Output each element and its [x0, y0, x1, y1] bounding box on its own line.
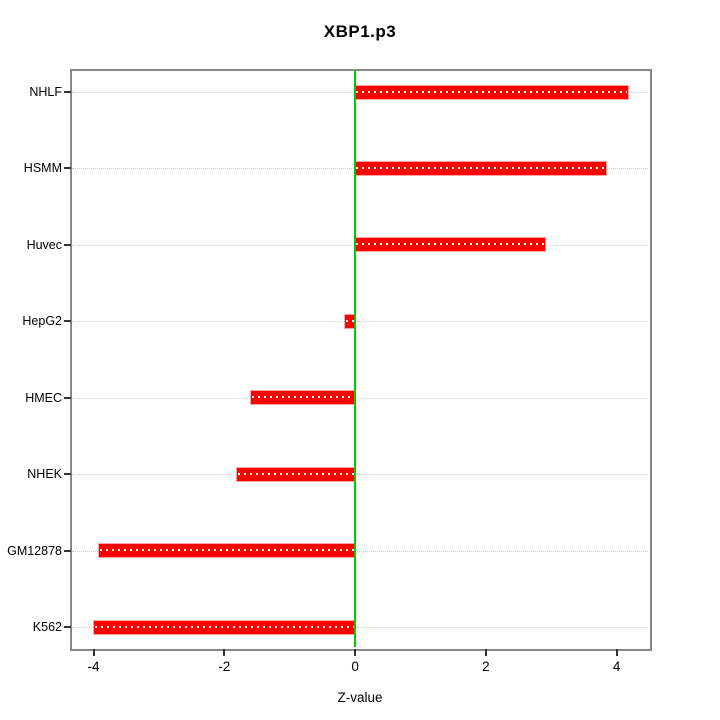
bar-center-dotted-line: [95, 625, 355, 628]
x-tick-label--2: -2: [218, 659, 231, 674]
y-axis-label-k562: K562: [32, 620, 62, 634]
gridline-nhek: [72, 474, 648, 476]
y-tick-hmec: [64, 396, 71, 399]
gridline-hepg2: [72, 321, 648, 323]
y-axis-label-hepg2: HepG2: [22, 314, 62, 329]
bar-hsmm: [355, 161, 607, 175]
bar-huvec: [355, 238, 546, 252]
bar-center-dotted-line: [356, 166, 606, 169]
bar-center-dotted-line: [346, 319, 355, 322]
y-axis-label-hmec: HMEC: [25, 390, 62, 405]
y-tick-hepg2: [64, 320, 71, 323]
bar-hmec: [251, 391, 356, 405]
x-tick-label--4: -4: [87, 659, 100, 674]
y-axis-label-gm12878: GM12878: [7, 543, 62, 558]
gridline-k562: [72, 627, 648, 628]
bar-gm12878: [98, 544, 356, 558]
bar-center-dotted-line: [356, 243, 545, 246]
x-tick-label-2: 2: [482, 659, 490, 674]
bar-nhek: [236, 467, 356, 481]
y-tick-nhek: [64, 473, 71, 476]
bar-center-dotted-line: [356, 90, 627, 93]
gridline-gm12878: [72, 550, 648, 552]
plot-inner: [72, 71, 648, 647]
x-tick-2: [484, 649, 487, 656]
x-tick-4: [615, 649, 618, 656]
bar-center-dotted-line: [252, 396, 355, 399]
y-tick-k562: [64, 626, 71, 628]
y-axis-label-huvec: Huvec: [26, 237, 62, 252]
bar-center-dotted-line: [99, 549, 355, 552]
bar-k562: [94, 620, 356, 634]
y-axis-label-nhek: NHEK: [27, 467, 62, 482]
zero-reference-line: [354, 71, 357, 647]
y-axis-label-nhlf: NHLF: [29, 85, 62, 99]
y-tick-gm12878: [64, 549, 71, 552]
y-tick-nhlf: [64, 91, 71, 93]
x-axis-title: Z-value: [337, 690, 383, 705]
chart-title: XBP1.p3: [323, 22, 397, 41]
x-tick-label-0: 0: [351, 659, 359, 674]
x-tick--2: [223, 649, 226, 656]
bar-hepg2: [345, 314, 356, 328]
bar-nhlf: [355, 85, 628, 99]
x-tick-label-4: 4: [612, 659, 621, 674]
y-axis-label-hsmm: HSMM: [23, 161, 62, 176]
plot-area: [70, 69, 652, 651]
gridline-hmec: [72, 397, 648, 399]
y-tick-hsmm: [64, 167, 71, 170]
x-tick-0: [354, 649, 357, 656]
y-tick-huvec: [64, 243, 71, 246]
x-tick--4: [92, 649, 95, 656]
bar-center-dotted-line: [237, 472, 355, 475]
